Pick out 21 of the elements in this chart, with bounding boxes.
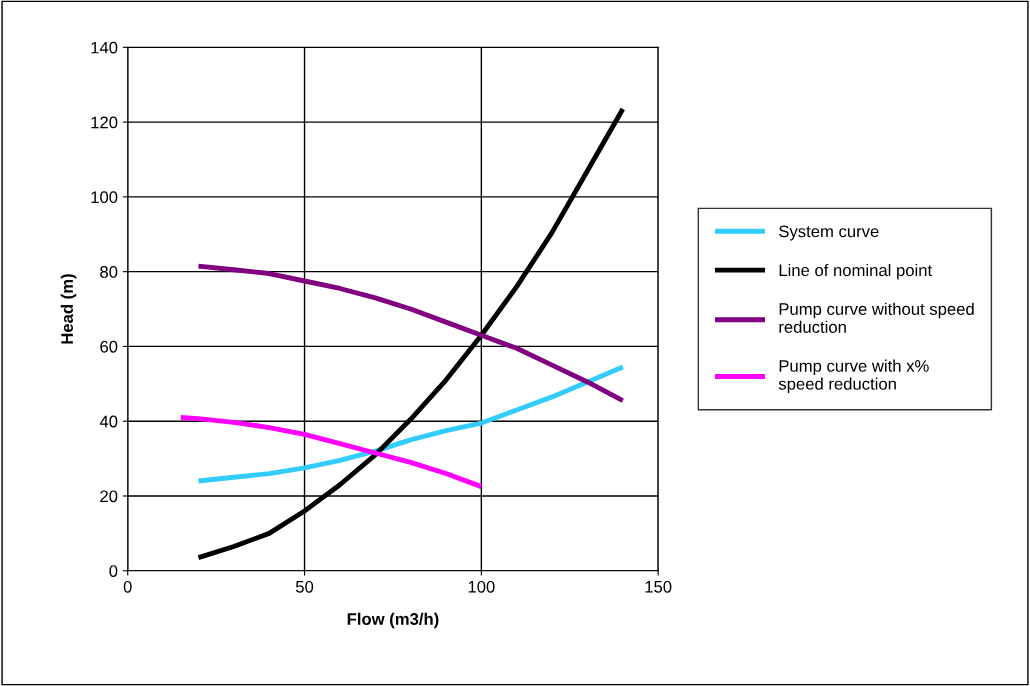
legend-label: Line of nominal point (779, 263, 933, 280)
y-tick-label: 0 (109, 565, 118, 577)
x-tick-label: 50 (295, 580, 314, 593)
y-tick-label: 140 (91, 41, 118, 54)
y-tick-label: 80 (100, 266, 118, 278)
legend-label: System curve (779, 225, 879, 241)
x-tick-label: 0 (123, 580, 132, 593)
y-tick-label: 20 (100, 490, 118, 503)
legend-label: Pump curve with x% speed reduction (778, 359, 929, 394)
line-series (196, 263, 626, 404)
line-series (178, 415, 484, 490)
y-tick-label: 40 (99, 415, 118, 428)
y-tick-label: 120 (91, 116, 118, 129)
x-tick-label: 100 (468, 580, 495, 593)
legend-label: Pump curve without speed reduction (779, 302, 974, 333)
y-axis-title: Head (m) (60, 274, 77, 344)
x-tick-label: 150 (645, 580, 672, 593)
y-tick-label: 100 (91, 191, 118, 204)
line-series (196, 364, 626, 484)
y-tick-label: 60 (100, 340, 118, 353)
x-axis-title: Flow (m3/h) (347, 612, 439, 629)
